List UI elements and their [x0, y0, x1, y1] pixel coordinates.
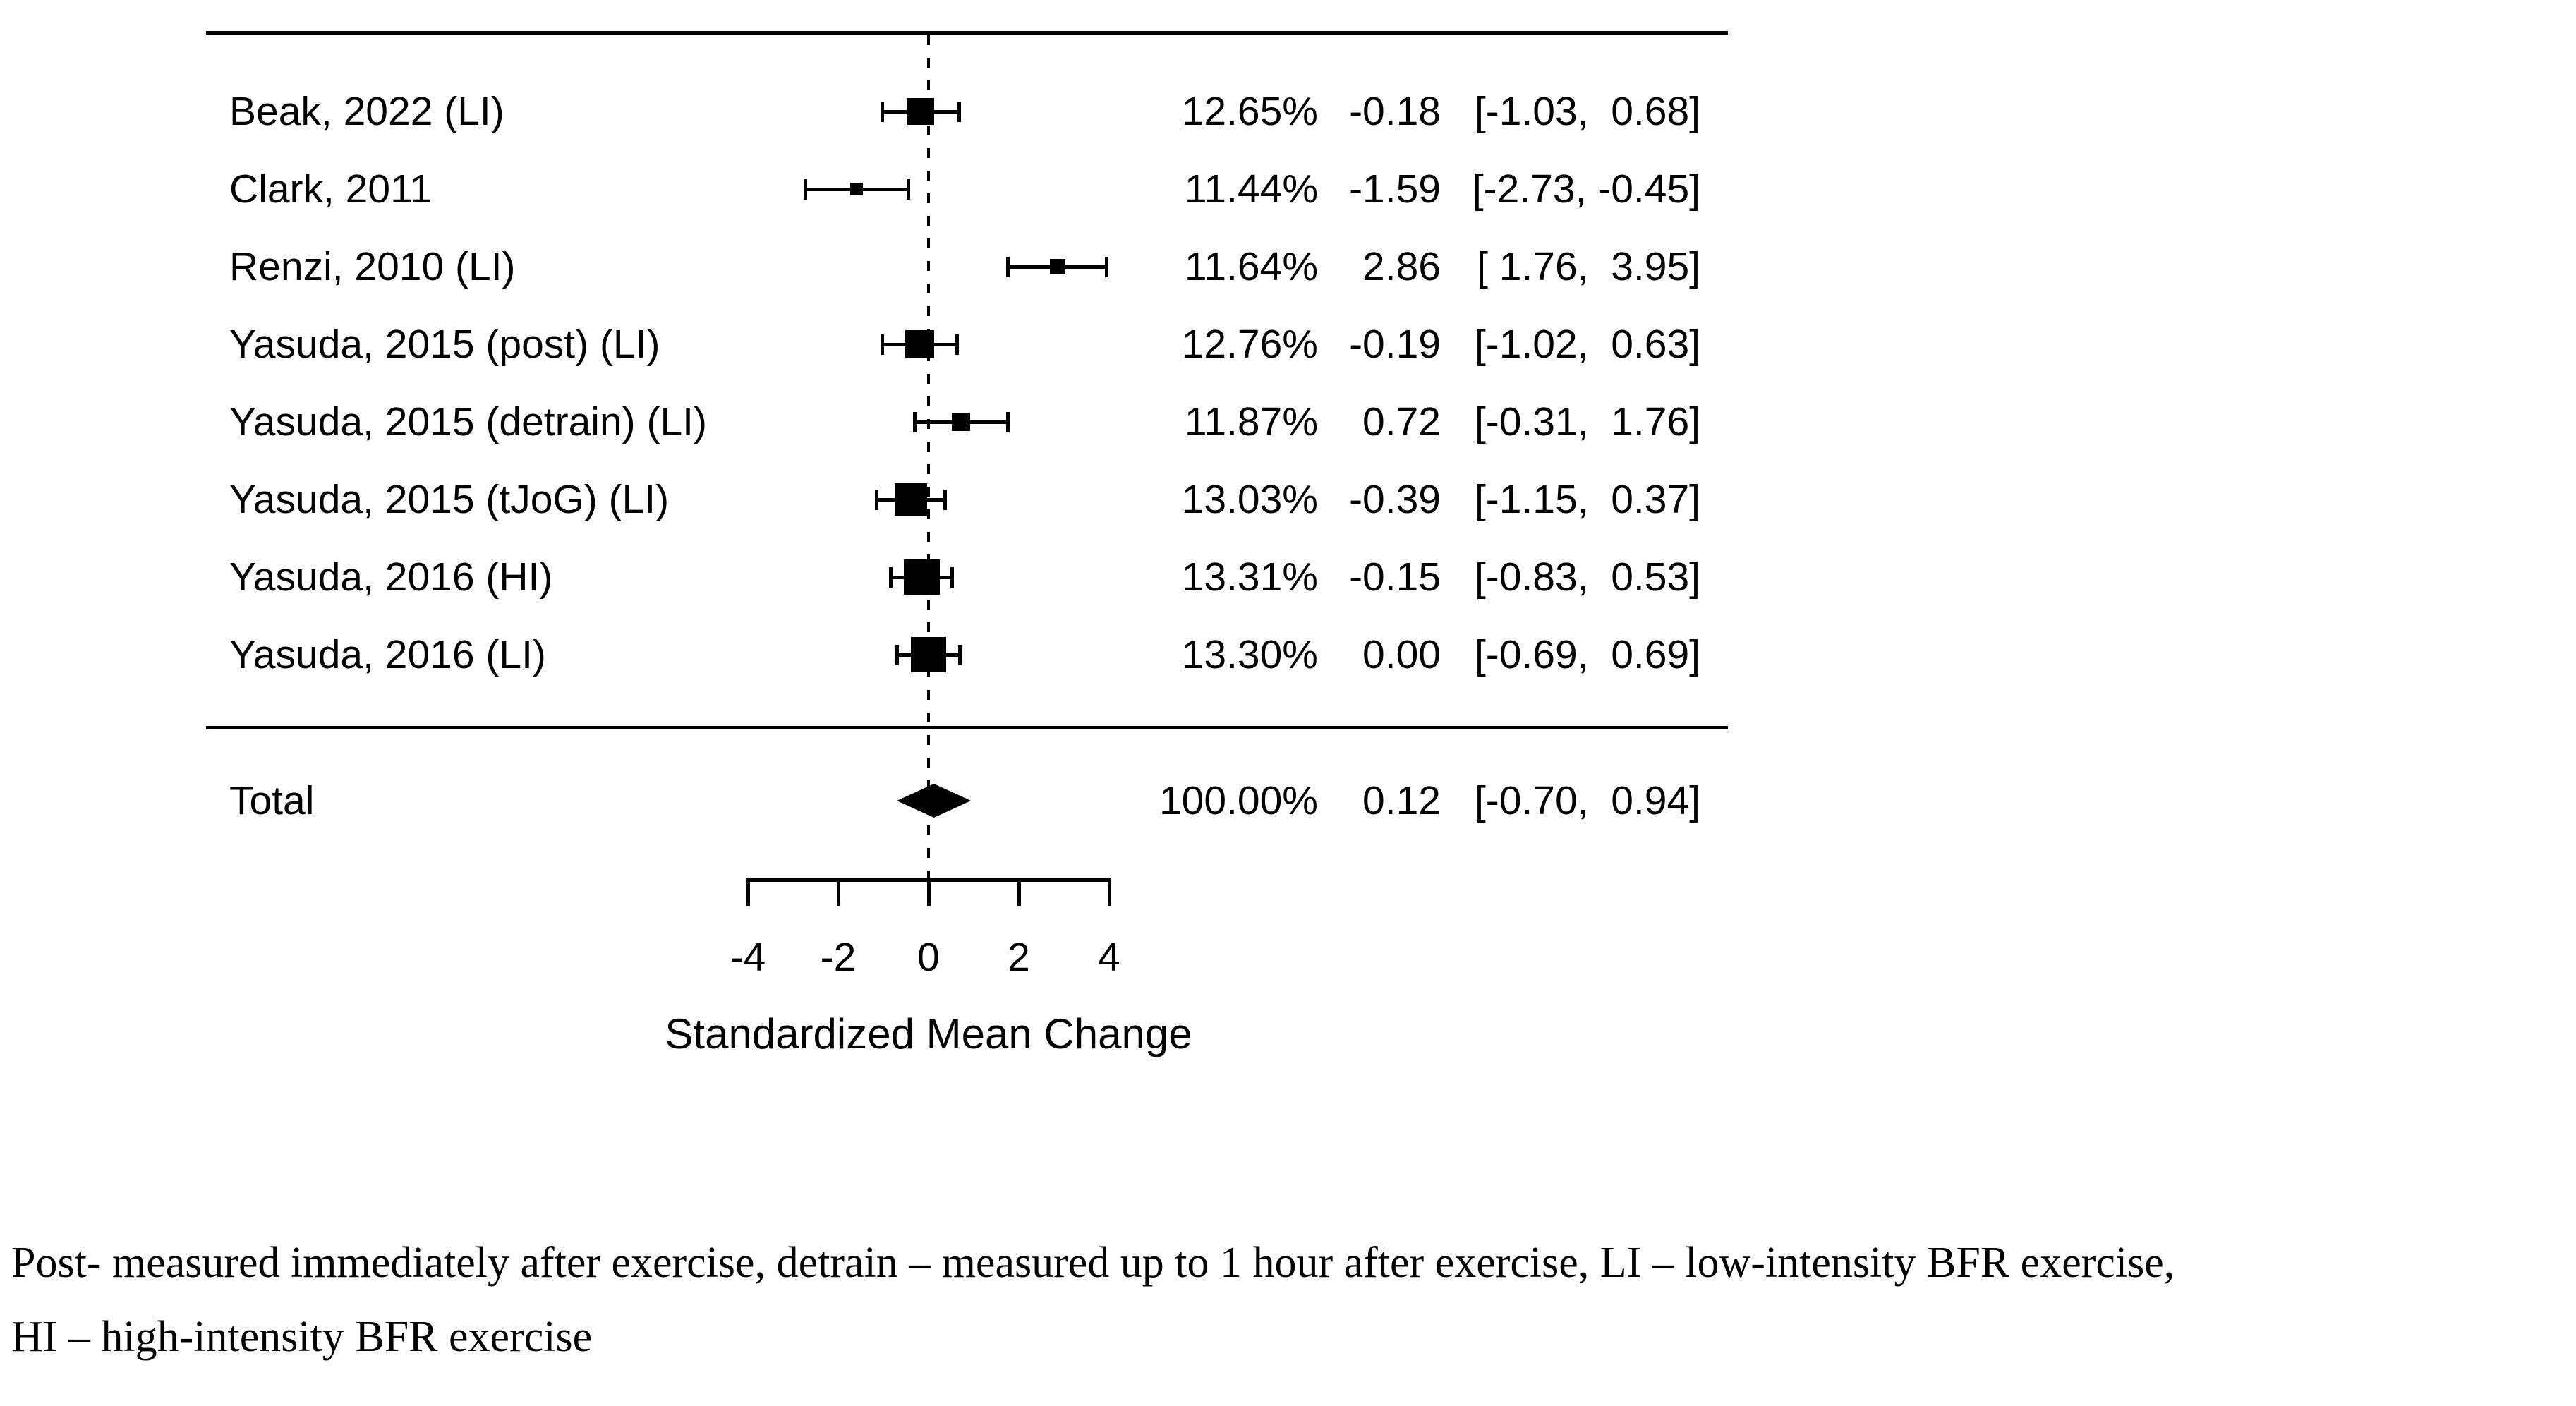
- ci-cap-left: [889, 567, 893, 588]
- study-label: Yasuda, 2016 (LI): [229, 632, 546, 677]
- study-weight: 11.87%: [1184, 399, 1318, 444]
- ci-cap-right: [1105, 257, 1109, 277]
- study-estimate: 0.00: [1362, 632, 1441, 677]
- study-ci: [ 1.76, 3.95]: [1477, 244, 1700, 289]
- footnote-line-1: Post- measured immediately after exercis…: [11, 1239, 2175, 1287]
- study-row: Yasuda, 2015 (post) (LI) 12.76% -0.19 [-…: [0, 305, 1834, 383]
- study-row: Clark, 2011 11.44% -1.59 [-2.73, -0.45]: [0, 150, 1834, 228]
- study-ci: [-1.03, 0.68]: [1474, 89, 1700, 134]
- total-weight: 100.00%: [1159, 778, 1318, 823]
- study-label: Yasuda, 2015 (post) (LI): [229, 322, 660, 367]
- study-estimate: -1.59: [1349, 166, 1441, 212]
- study-weight: 12.65%: [1181, 89, 1318, 134]
- study-weight: 12.76%: [1181, 322, 1318, 367]
- footnote-line-2: HI – high-intensity BFR exercise: [11, 1313, 593, 1361]
- study-label: Renzi, 2010 (LI): [229, 244, 516, 289]
- study-ci: [-0.83, 0.53]: [1474, 554, 1700, 600]
- zero-reference-dashed-line: [927, 35, 930, 879]
- total-label: Total: [229, 778, 315, 823]
- ci-cap-right: [950, 567, 955, 588]
- point-estimate-square: [907, 97, 934, 126]
- top-rule: [206, 31, 1728, 35]
- study-estimate: -0.15: [1349, 554, 1441, 600]
- ci-cap-left: [803, 179, 807, 200]
- study-estimate: -0.19: [1349, 322, 1441, 367]
- study-estimate: -0.18: [1349, 89, 1441, 134]
- study-estimate: 2.86: [1362, 244, 1441, 289]
- study-ci: [-0.31, 1.76]: [1474, 399, 1700, 444]
- study-label: Beak, 2022 (LI): [229, 89, 504, 134]
- study-weight: 11.44%: [1184, 166, 1318, 212]
- ci-cap-right: [955, 334, 959, 355]
- x-axis-tick: [836, 878, 840, 906]
- point-estimate-square: [905, 329, 935, 359]
- point-estimate-square: [895, 483, 927, 516]
- total-row: Total 100.00% 0.12 [-0.70, 0.94]: [0, 762, 1834, 840]
- x-axis-tick: [1017, 878, 1021, 906]
- ci-cap-right: [906, 179, 910, 200]
- ci-cap-left: [881, 334, 885, 355]
- x-axis-tick: [746, 878, 750, 906]
- study-label: Yasuda, 2016 (HI): [229, 554, 553, 600]
- point-estimate-square: [910, 636, 947, 673]
- study-label: Yasuda, 2015 (detrain) (LI): [229, 399, 707, 444]
- study-row: Renzi, 2010 (LI) 11.64% 2.86 [ 1.76, 3.9…: [0, 228, 1834, 305]
- study-row: Yasuda, 2016 (HI) 13.31% -0.15 [-0.83, 0…: [0, 538, 1834, 616]
- figure-footnote: Post- measured immediately after exercis…: [11, 1226, 2568, 1374]
- ci-cap-left: [895, 645, 900, 665]
- summary-diamond: [897, 784, 972, 818]
- ci-cap-right: [957, 645, 962, 665]
- x-axis-tick-label: 4: [1098, 935, 1120, 980]
- study-weight: 13.31%: [1181, 554, 1318, 600]
- study-weight: 11.64%: [1184, 244, 1318, 289]
- study-weight: 13.03%: [1181, 477, 1318, 522]
- study-row: Yasuda, 2015 (tJoG) (LI) 13.03% -0.39 [-…: [0, 461, 1834, 538]
- point-estimate-square: [1050, 259, 1065, 274]
- study-ci: [-1.02, 0.63]: [1474, 322, 1700, 367]
- study-row: Yasuda, 2016 (LI) 13.30% 0.00 [-0.69, 0.…: [0, 616, 1834, 693]
- study-ci: [-1.15, 0.37]: [1474, 477, 1700, 522]
- ci-cap-left: [912, 412, 917, 432]
- point-estimate-square: [952, 413, 970, 431]
- summary-separator-rule: [206, 726, 1728, 729]
- ci-cap-right: [943, 490, 948, 510]
- x-axis-tick-label: -4: [730, 935, 766, 980]
- study-weight: 13.30%: [1181, 632, 1318, 677]
- ci-cap-left: [1006, 257, 1010, 277]
- study-ci: [-0.69, 0.69]: [1474, 632, 1700, 677]
- x-axis-title: Standardized Mean Change: [665, 1010, 1192, 1057]
- study-estimate: 0.72: [1362, 399, 1441, 444]
- total-estimate: 0.12: [1362, 778, 1441, 823]
- study-ci: [-2.73, -0.45]: [1472, 166, 1700, 212]
- x-axis-tick: [1107, 878, 1111, 906]
- ci-cap-right: [957, 102, 962, 122]
- study-row: Yasuda, 2015 (detrain) (LI) 11.87% 0.72 …: [0, 383, 1834, 461]
- point-estimate-square: [850, 183, 864, 195]
- ci-cap-left: [874, 490, 878, 510]
- x-axis-tick-label: 0: [917, 935, 940, 980]
- x-axis-tick-label: 2: [1008, 935, 1030, 980]
- study-label: Clark, 2011: [229, 166, 433, 212]
- total-ci: [-0.70, 0.94]: [1474, 778, 1700, 823]
- x-axis-tick-label: -2: [820, 935, 857, 980]
- study-label: Yasuda, 2015 (tJoG) (LI): [229, 477, 670, 522]
- x-axis-tick: [926, 878, 931, 906]
- study-row: Beak, 2022 (LI) 12.65% -0.18 [-1.03, 0.6…: [0, 73, 1834, 150]
- ci-cap-right: [1006, 412, 1010, 432]
- ci-cap-left: [880, 102, 884, 122]
- study-estimate: -0.39: [1349, 477, 1441, 522]
- point-estimate-square: [904, 559, 940, 595]
